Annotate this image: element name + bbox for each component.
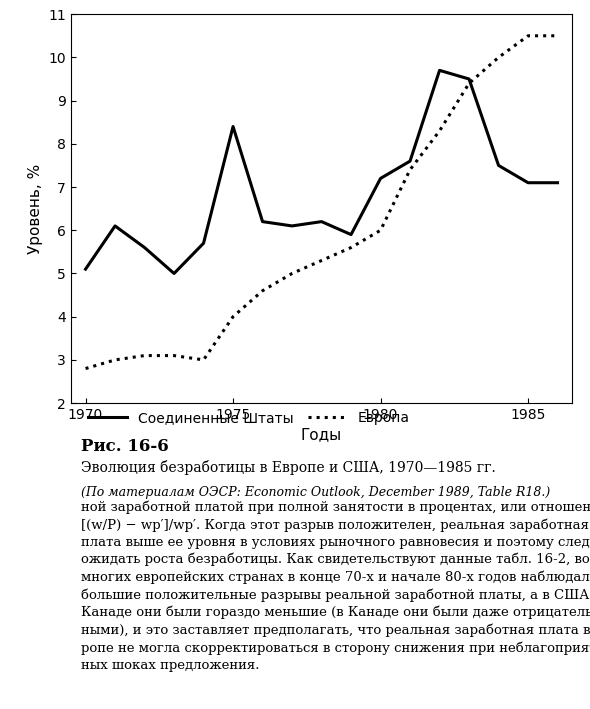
Text: ной заработной платой при полной занятости в процентах, или отношение
[(w/P) − w: ной заработной платой при полной занятос…: [81, 501, 590, 671]
Text: Эволюция безработицы в Европе и США, 1970—1985 гг.: Эволюция безработицы в Европе и США, 197…: [81, 459, 496, 474]
Text: Рис. 16-6: Рис. 16-6: [81, 438, 169, 454]
Text: (По материалам ОЭСР: Economic Outlook, December 1989, Table R18.): (По материалам ОЭСР: Economic Outlook, D…: [81, 486, 550, 499]
Y-axis label: Уровень, %: Уровень, %: [28, 164, 42, 254]
Legend: Соединенные Штаты, Европа: Соединенные Штаты, Европа: [83, 406, 415, 430]
X-axis label: Годы: Годы: [301, 428, 342, 442]
